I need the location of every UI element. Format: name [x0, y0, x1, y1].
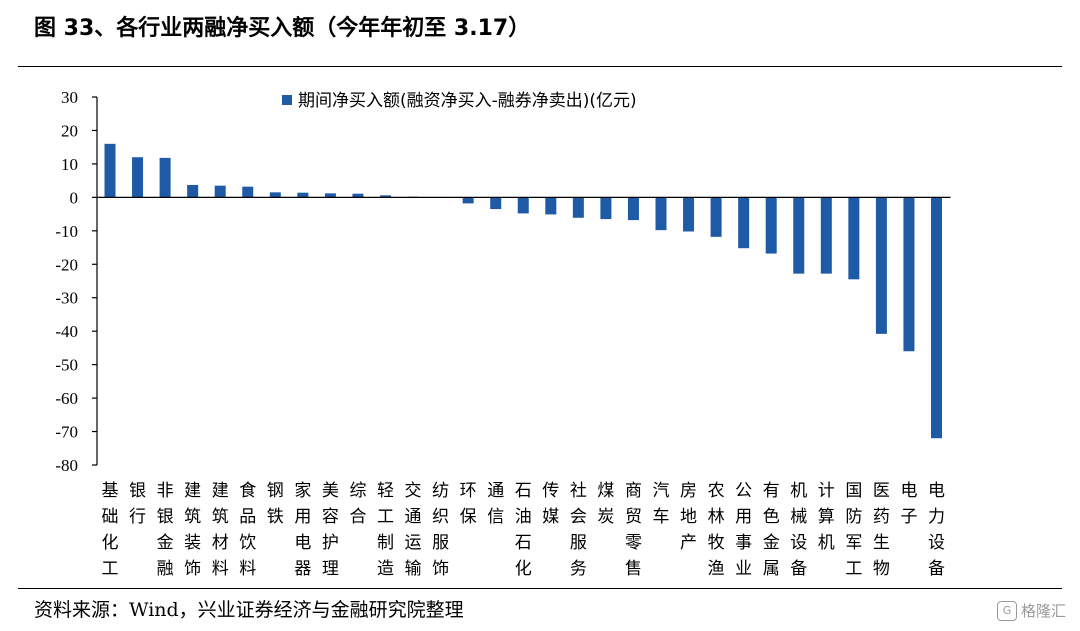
y-tick-label: -80 [55, 456, 78, 475]
figure-title: 图 33、各行业两融净买入额（今年年初至 3.17） [34, 16, 531, 41]
bar [297, 192, 309, 198]
x-category-label: 环保 [460, 481, 477, 527]
source-note: 资料来源：Wind，兴业证券经济与金融研究院整理 [34, 599, 464, 621]
bar [462, 197, 474, 204]
bottom-rule [18, 588, 1062, 589]
y-tick-label: 10 [61, 155, 78, 174]
legend-swatch [282, 95, 292, 105]
bar [159, 157, 171, 198]
bar [490, 197, 502, 210]
bar [545, 197, 557, 215]
x-category-label: 机械设备 [790, 481, 807, 579]
x-category-label: 房地产 [680, 481, 697, 553]
y-tick-label: -30 [55, 289, 78, 308]
x-category-label: 交通运输 [405, 481, 422, 579]
x-category-label: 食品饮料 [239, 481, 256, 579]
bars [104, 143, 942, 439]
bar [352, 193, 364, 198]
bar [269, 192, 281, 198]
x-category-label: 医药生物 [873, 481, 890, 579]
x-category-label: 家用电器 [294, 481, 311, 579]
y-axis: 30 20 10 0 -10 -20 -30 -40 -50 -60 -70 -80 [55, 88, 98, 475]
x-category-label: 国防军工 [845, 481, 862, 579]
y-tick-label: -10 [55, 222, 78, 241]
x-category-label: 建筑材料 [212, 481, 229, 579]
y-tick-label: 30 [61, 88, 78, 107]
bar [380, 195, 391, 198]
x-category-label: 轻工制造 [377, 481, 394, 579]
x-category-label: 电子 [900, 481, 917, 527]
x-category-label: 计算机 [818, 481, 835, 553]
x-category-label: 美容护理 [322, 481, 339, 579]
x-category-label: 石油石化 [515, 481, 532, 579]
x-category-label: 通信 [487, 481, 504, 527]
top-rule [18, 66, 1062, 67]
x-category-label: 汽车 [653, 481, 670, 527]
bar [848, 197, 860, 280]
bar [104, 143, 116, 198]
x-category-label: 钢铁 [267, 481, 284, 527]
x-category-label: 煤炭 [597, 481, 614, 527]
bar [572, 197, 584, 218]
bar [738, 197, 750, 249]
y-tick-label: -50 [55, 356, 78, 375]
bar [655, 197, 667, 231]
x-category-label: 综合 [349, 481, 366, 527]
bar [627, 197, 639, 221]
x-category-label: 建筑装饰 [184, 481, 201, 579]
bar [875, 197, 887, 334]
watermark-logo-icon: G [996, 600, 1017, 621]
bar [793, 197, 805, 274]
x-category-label: 纺织服饰 [432, 481, 449, 579]
x-category-label: 农林牧渔 [708, 481, 725, 579]
x-category-label: 电力设备 [928, 481, 945, 579]
bar [324, 193, 336, 198]
bar [242, 186, 254, 198]
bar [214, 185, 226, 198]
bar [820, 197, 832, 274]
category-labels: 基础化工银行非银金融建筑装饰建筑材料食品饮料钢铁家用电器美容护理综合轻工制造交通… [102, 481, 946, 579]
bar [517, 197, 529, 214]
legend-label: 期间净买入额(融资净买入-融券净卖出)(亿元) [298, 91, 637, 111]
y-tick-label: -20 [55, 255, 78, 274]
x-category-label: 非银金融 [157, 481, 174, 579]
bar [187, 184, 199, 198]
x-category-label: 基础化工 [102, 481, 119, 579]
x-category-label: 传媒 [542, 481, 559, 527]
x-category-label: 商贸零售 [625, 481, 642, 579]
bar [931, 197, 942, 439]
bar [132, 157, 144, 198]
y-tick-label: -70 [55, 423, 78, 442]
bar [903, 197, 915, 352]
bar [600, 197, 612, 220]
y-tick-label: 0 [70, 188, 79, 207]
watermark: G 格隆汇 [996, 600, 1066, 621]
y-tick-label: 20 [61, 121, 78, 140]
bar [765, 197, 777, 254]
bar [710, 197, 722, 237]
y-tick-label: -40 [55, 322, 78, 341]
legend: 期间净买入额(融资净买入-融券净卖出)(亿元) [282, 91, 637, 111]
bar [683, 197, 695, 232]
watermark-text: 格隆汇 [1020, 602, 1066, 620]
y-tick-label: -60 [55, 389, 78, 408]
x-category-label: 公用事业 [735, 481, 752, 579]
x-category-label: 银行 [129, 481, 146, 527]
x-category-label: 社会服务 [570, 481, 587, 579]
x-category-label: 有色金属 [763, 481, 780, 579]
